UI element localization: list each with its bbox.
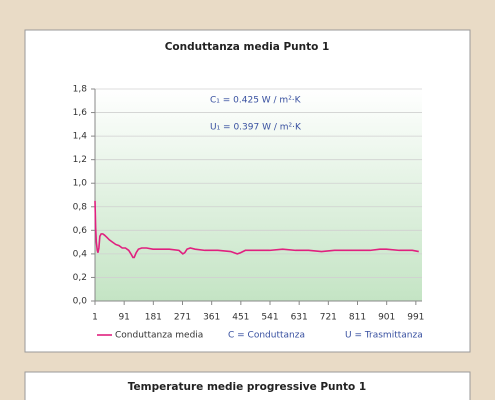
legend-note: C = Conduttanza: [228, 331, 305, 341]
annotation: U₁ = 0.397 W / m²·K: [210, 123, 302, 133]
chart-title: Temperature medie progressive Punto 1: [128, 381, 366, 393]
x-tick-label: 271: [174, 313, 191, 323]
legend-note: U = Trasmittanza: [345, 331, 423, 341]
y-tick-label: 1,6: [73, 108, 88, 118]
x-tick-label: 991: [407, 313, 424, 323]
y-tick-label: 1,0: [73, 179, 88, 189]
x-tick-label: 901: [378, 313, 395, 323]
y-tick-label: 0,6: [73, 226, 88, 236]
y-tick-label: 1,4: [73, 132, 88, 142]
x-tick-label: 631: [291, 313, 308, 323]
legend-label: Conduttanza media: [115, 331, 203, 341]
annotation: C₁ = 0.425 W / m²·K: [210, 96, 302, 106]
x-tick-label: 91: [118, 313, 129, 323]
plot-area: [95, 89, 422, 301]
y-tick-label: 1,2: [73, 155, 87, 165]
data-line: [94, 200, 419, 259]
x-tick-label: 1: [92, 313, 98, 323]
chart-frame: [24, 371, 471, 400]
x-tick-label: 811: [349, 313, 366, 323]
y-tick-label: 0,4: [73, 249, 88, 259]
chart-title: Conduttanza media Punto 1: [165, 41, 330, 53]
y-tick-label: 0,8: [73, 202, 88, 212]
y-tick-label: 0,0: [73, 297, 88, 307]
y-tick-label: 1,8: [73, 85, 88, 95]
x-tick-label: 181: [145, 313, 162, 323]
x-tick-label: 721: [320, 313, 337, 323]
y-tick-label: 0,2: [73, 273, 87, 283]
x-tick-label: 541: [261, 313, 278, 323]
x-tick-label: 361: [203, 313, 220, 323]
x-tick-label: 451: [232, 313, 249, 323]
